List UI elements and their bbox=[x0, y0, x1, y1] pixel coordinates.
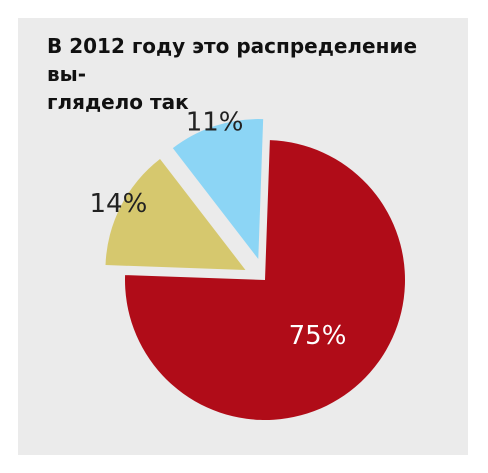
chart-title: В 2012 году это распределение вы-глядело… bbox=[47, 34, 418, 114]
pie-chart: 75% 14% 11% bbox=[90, 108, 406, 421]
pie-slice-14 bbox=[105, 159, 246, 270]
chart-panel: В 2012 году это распределение вы-глядело… bbox=[18, 18, 468, 455]
pie-slice-11 bbox=[172, 119, 264, 260]
pie-slice-75 bbox=[125, 140, 406, 421]
slice-label-75: 75% bbox=[289, 321, 347, 351]
slice-label-14: 14% bbox=[90, 189, 148, 219]
slice-label-11: 11% bbox=[186, 108, 244, 138]
